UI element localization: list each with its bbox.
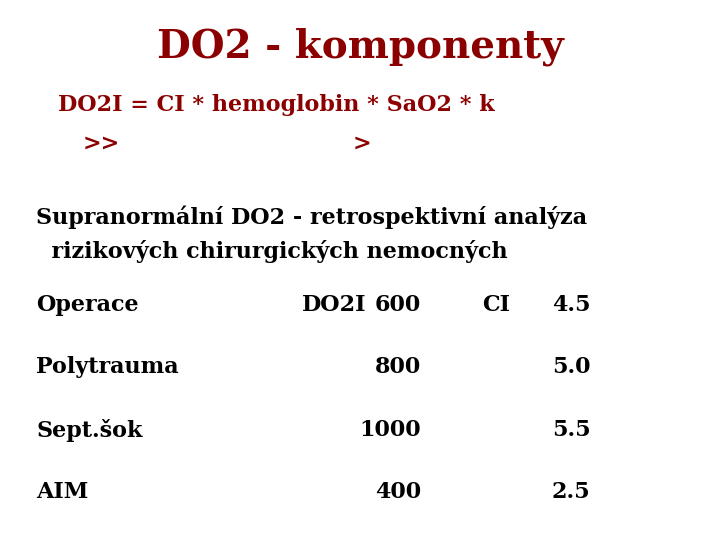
- Text: 5.5: 5.5: [552, 418, 590, 441]
- Text: 5.0: 5.0: [552, 356, 590, 379]
- Text: >>: >>: [83, 132, 120, 154]
- Text: AIM: AIM: [36, 481, 89, 503]
- Text: 400: 400: [375, 481, 421, 503]
- Text: Supranormální DO2 - retrospektivní analýza: Supranormální DO2 - retrospektivní analý…: [36, 205, 587, 229]
- Text: CI: CI: [482, 294, 510, 316]
- Text: DO2 - komponenty: DO2 - komponenty: [157, 27, 563, 65]
- Text: 2.5: 2.5: [552, 481, 590, 503]
- Text: Polytrauma: Polytrauma: [36, 356, 179, 379]
- Text: >: >: [353, 132, 372, 154]
- Text: 600: 600: [375, 294, 421, 316]
- Text: 4.5: 4.5: [552, 294, 590, 316]
- Text: DO2I: DO2I: [302, 294, 367, 316]
- Text: DO2I = CI * hemoglobin * SaO2 * k: DO2I = CI * hemoglobin * SaO2 * k: [58, 94, 494, 117]
- Text: Operace: Operace: [36, 294, 139, 316]
- Text: Sept.šok: Sept.šok: [36, 418, 143, 442]
- Text: 800: 800: [375, 356, 421, 379]
- Text: rizikových chirurgických nemocných: rizikových chirurgických nemocných: [36, 240, 508, 264]
- Text: 1000: 1000: [359, 418, 421, 441]
